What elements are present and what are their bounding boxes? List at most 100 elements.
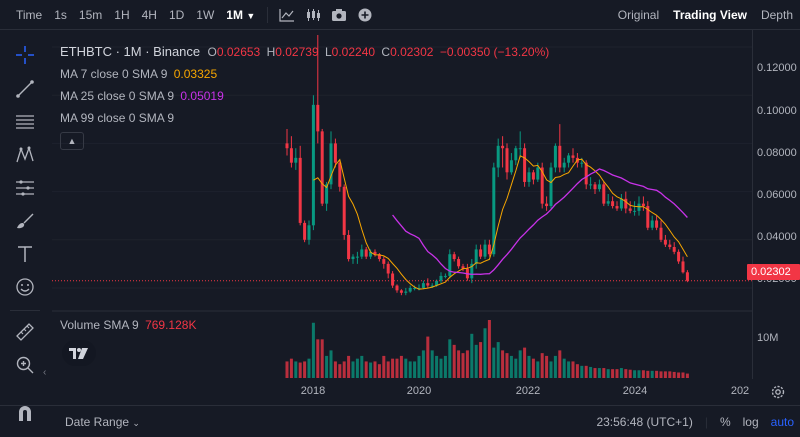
candle-body — [452, 254, 456, 260]
candle-body — [421, 283, 425, 288]
log-scale-toggle[interactable]: log — [742, 415, 759, 429]
volume-bar — [575, 364, 579, 378]
candle-body — [382, 259, 386, 264]
price-axis[interactable]: 0.12000 0.10000 0.08000 0.06000 0.04000 … — [752, 30, 800, 379]
indicators-icon[interactable] — [274, 4, 300, 26]
ma7-line — [313, 155, 688, 290]
crosshair-icon[interactable] — [12, 42, 38, 68]
emoji-icon[interactable] — [12, 274, 38, 300]
candle-body — [518, 148, 522, 150]
candle-body — [624, 198, 628, 209]
pattern-icon[interactable] — [12, 142, 38, 168]
candle-body — [672, 247, 676, 252]
change-value: −0.00350 (−13.20%) — [439, 45, 550, 59]
camera-icon[interactable] — [326, 4, 352, 26]
price-chart[interactable] — [52, 30, 752, 379]
ma7-value: 0.03325 — [173, 67, 218, 81]
time-tick: 2022 — [515, 385, 541, 397]
candle-body — [329, 143, 333, 185]
ma25-row[interactable]: MA 25 close 0 SMA 9 0.05019 — [60, 85, 549, 107]
interval-15m[interactable]: 15m — [78, 7, 103, 22]
ma99-row[interactable]: MA 99 close 0 SMA 9 — [60, 107, 549, 129]
volume-label: Volume SMA 9 — [60, 318, 139, 332]
brush-icon[interactable] — [12, 208, 38, 234]
volume-bar — [501, 350, 505, 378]
time-axis[interactable]: 2018 2020 2022 2024 202 — [52, 379, 752, 405]
view-trading-view[interactable]: Trading View — [673, 8, 747, 22]
volume-bar — [641, 370, 645, 378]
volume-bar — [650, 370, 654, 378]
view-switcher: Original Trading View Depth — [611, 0, 800, 30]
candle-body — [487, 244, 491, 255]
date-range-dropdown[interactable]: Date Range ⌄ — [65, 415, 140, 429]
candle-body — [320, 131, 324, 204]
horizontal-lines-icon[interactable] — [12, 109, 38, 135]
trend-line-icon[interactable] — [12, 76, 38, 102]
volume-bar — [628, 369, 632, 378]
volume-legend[interactable]: Volume SMA 9 769.128K — [60, 318, 196, 332]
ma7-row[interactable]: MA 7 close 0 SMA 9 0.03325 — [60, 63, 549, 85]
chart-type-candles-icon[interactable] — [300, 4, 326, 26]
candle-body — [597, 184, 601, 190]
interval-1s[interactable]: 1s — [54, 7, 67, 22]
volume-bar — [589, 366, 593, 378]
candle-body — [619, 198, 623, 209]
interval-1d[interactable]: 1D — [168, 7, 185, 22]
chevron-down-icon: ▼ — [246, 10, 256, 21]
text-tool-icon[interactable] — [12, 241, 38, 267]
volume-bar — [505, 353, 509, 378]
time-tick: 2020 — [406, 385, 432, 397]
candle-body — [523, 148, 527, 182]
volume-bar — [439, 358, 443, 378]
collapse-legend-button[interactable]: ▲ — [60, 132, 84, 150]
candle-body — [391, 273, 395, 286]
volume-bar — [474, 344, 478, 378]
candle-body — [602, 184, 606, 204]
candle-body — [668, 244, 672, 247]
candle-body — [470, 263, 474, 279]
candle-body — [492, 167, 496, 255]
volume-bar — [637, 370, 641, 378]
clock-timezone[interactable]: 23:56:48 (UTC+1) — [596, 415, 693, 429]
volume-bar — [545, 355, 549, 378]
tradingview-logo-icon[interactable] — [62, 340, 96, 366]
interval-1m-dropdown[interactable]: 1M ▼ — [220, 8, 261, 22]
candle-body — [338, 162, 342, 187]
interval-1w[interactable]: 1W — [196, 7, 215, 22]
candle-body — [351, 256, 355, 260]
volume-bar — [320, 339, 324, 378]
volume-bar — [527, 355, 531, 378]
candle-body — [571, 155, 575, 158]
ruler-icon[interactable] — [12, 319, 38, 345]
low-value: 0.02240 — [331, 45, 376, 59]
magnet-icon[interactable] — [12, 400, 38, 426]
candle-body — [663, 239, 667, 245]
candle-body — [641, 203, 645, 207]
candle-body — [501, 145, 505, 149]
auto-scale-toggle[interactable]: auto — [770, 415, 794, 429]
price-tick: 0.10000 — [757, 105, 797, 117]
top-toolbar: Time 1s 15m 1H 4H 1D 1W 1M ▼ Original Tr… — [0, 0, 800, 30]
add-circle-icon[interactable] — [352, 4, 378, 26]
fib-levels-icon[interactable] — [12, 175, 38, 201]
candle-body — [677, 251, 681, 262]
collapse-toolbar-icon[interactable]: ‹ — [43, 367, 47, 378]
volume-bar — [342, 361, 346, 378]
view-depth[interactable]: Depth — [760, 8, 793, 22]
candle-body — [589, 184, 593, 186]
interval-4h[interactable]: 4H — [141, 7, 157, 22]
percent-scale-toggle[interactable]: % — [719, 415, 731, 429]
zoom-in-icon[interactable] — [12, 352, 38, 378]
candle-body — [615, 206, 619, 209]
volume-bar — [413, 361, 417, 378]
interval-1h[interactable]: 1H — [114, 7, 130, 22]
volume-bar — [663, 371, 667, 378]
settings-gear-icon[interactable] — [770, 384, 786, 405]
candle-body — [369, 251, 373, 257]
candle-body — [342, 186, 346, 235]
view-original[interactable]: Original — [617, 8, 660, 22]
candle-body — [303, 222, 307, 240]
volume-bar — [369, 362, 373, 378]
candle-body — [659, 227, 663, 240]
